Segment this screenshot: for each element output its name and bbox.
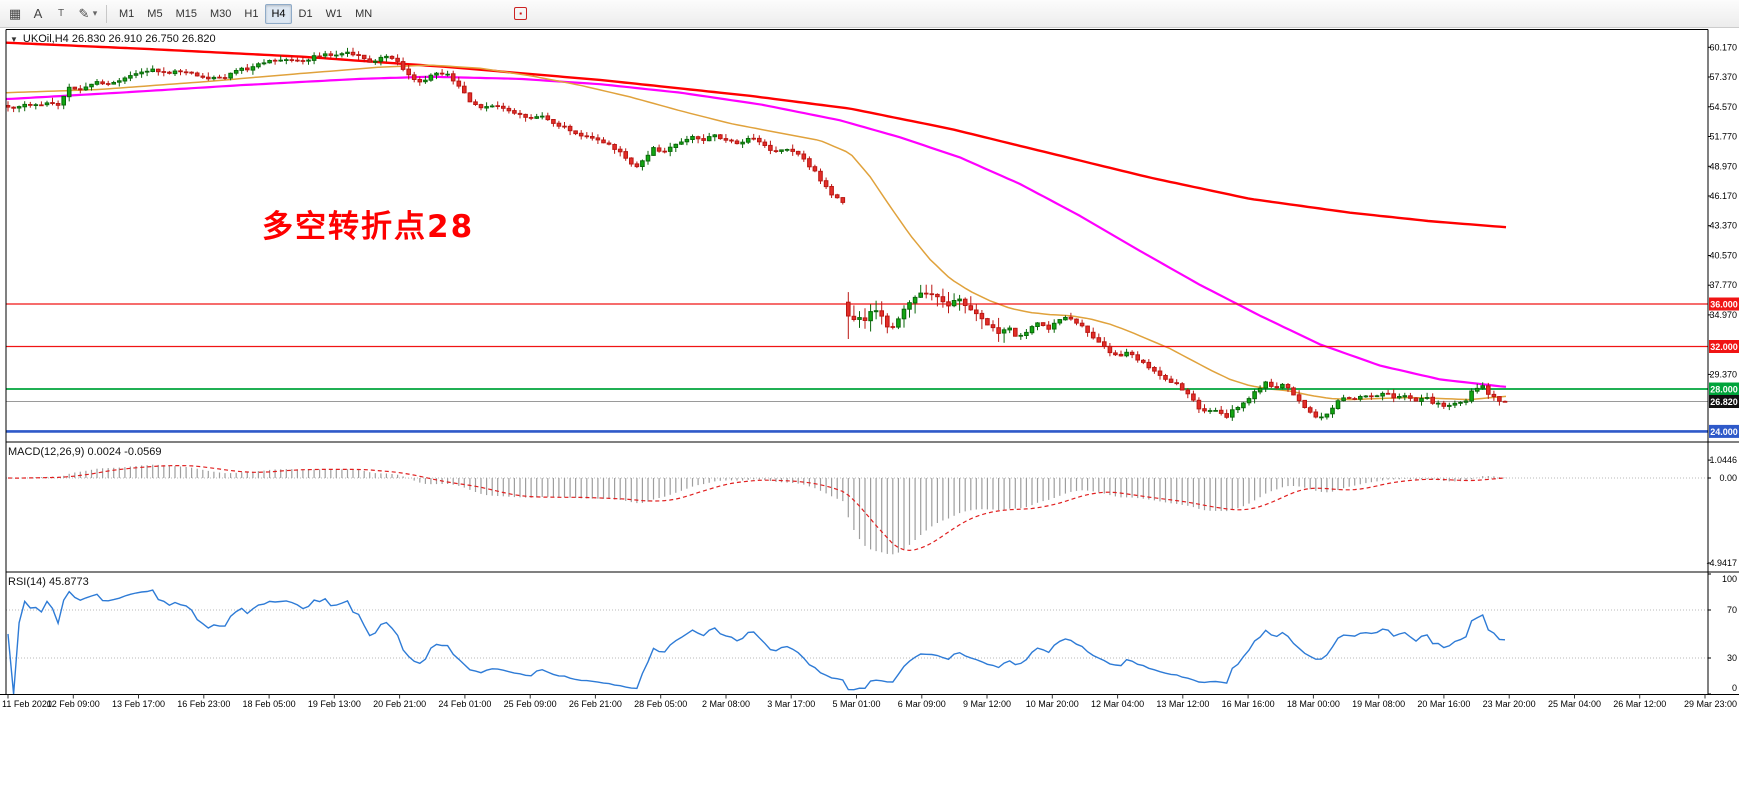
time-label: 2 Mar 08:00	[702, 699, 750, 709]
svg-text:40.570: 40.570	[1709, 250, 1737, 260]
time-label: 11 Feb 2020	[2, 699, 52, 709]
time-label: 12 Feb 09:00	[47, 699, 100, 709]
svg-text:51.770: 51.770	[1709, 132, 1737, 142]
time-label: 20 Mar 16:00	[1417, 699, 1470, 709]
time-label: 26 Mar 12:00	[1613, 699, 1666, 709]
svg-text:1.0446: 1.0446	[1709, 455, 1737, 465]
svg-text:43.370: 43.370	[1709, 221, 1737, 231]
time-label: 25 Feb 09:00	[504, 699, 557, 709]
svg-text:36.000: 36.000	[1710, 300, 1738, 310]
time-label: 13 Mar 12:00	[1156, 699, 1209, 709]
time-label: 16 Mar 16:00	[1222, 699, 1275, 709]
timeframe-button-d1[interactable]: D1	[298, 7, 313, 20]
svg-text:46.170: 46.170	[1709, 191, 1737, 201]
timeframe-button-h1[interactable]: H1	[244, 7, 259, 20]
svg-text:70: 70	[1727, 605, 1737, 615]
time-label: 10 Mar 20:00	[1026, 699, 1079, 709]
timeframe-button-w1[interactable]: W1	[325, 7, 343, 20]
time-label: 19 Mar 08:00	[1352, 699, 1405, 709]
time-label: 25 Mar 04:00	[1548, 699, 1601, 709]
svg-text:100: 100	[1722, 574, 1737, 584]
timeframe-button-mn[interactable]: MN	[355, 7, 373, 20]
toolbar: ▦ A T ✎ ▾ M1 M5 M15 M30 H1 H4 D1 W1 MN ▪	[0, 0, 1739, 28]
svg-text:60.170: 60.170	[1709, 42, 1737, 52]
time-label: 28 Feb 05:00	[634, 699, 687, 709]
timeframe-button-m5[interactable]: M5	[147, 7, 163, 20]
rsi-line	[7, 589, 1506, 695]
ma-fast-line	[5, 64, 1507, 401]
timeframe-button-m1[interactable]: M1	[119, 7, 135, 20]
price-label-36.000	[1709, 297, 1739, 311]
svg-text:32.000: 32.000	[1710, 342, 1738, 352]
ma-slow-line	[5, 41, 1507, 229]
time-label: 12 Mar 04:00	[1091, 699, 1144, 709]
time-label: 16 Feb 23:00	[177, 699, 230, 709]
axes-layer[interactable]: 60.170 57.370 54.570 51.770 48.970 46.170 43.3…	[0, 29, 1739, 710]
ma-lines-layer	[5, 41, 1507, 401]
price-label-32.000	[1709, 340, 1739, 353]
draw-tools-icon[interactable]: ✎	[78, 5, 90, 21]
time-label: 18 Mar 00:00	[1287, 699, 1340, 709]
chart-annotation-text[interactable]: 多空转折点28	[262, 209, 475, 245]
svg-text:37.770: 37.770	[1709, 280, 1737, 290]
rsi-header: RSI(14) 45.8773	[8, 576, 89, 588]
svg-text:26.820: 26.820	[1710, 397, 1738, 407]
time-label: 9 Mar 12:00	[963, 699, 1011, 709]
macd-layer	[6, 464, 1708, 555]
tick-grid-icon[interactable]: ▦	[8, 5, 22, 21]
price-label-26.820	[1709, 395, 1739, 408]
symbol-ohlc-text: UKOil,H4 26.830 26.910 26.750 26.820	[22, 33, 216, 45]
svg-text:48.970: 48.970	[1709, 161, 1737, 171]
candles-layer	[5, 47, 1508, 421]
svg-text:-4.9417: -4.9417	[1706, 558, 1737, 568]
svg-text:54.570: 54.570	[1709, 102, 1737, 112]
ma-mid-line	[5, 75, 1507, 388]
time-label: 18 Feb 05:00	[243, 699, 296, 709]
time-label: 5 Mar 01:00	[832, 699, 880, 709]
symbol-info: ▼ UKOil,H4 26.830 26.910 26.750 26.820	[10, 33, 216, 45]
time-label: 19 Feb 13:00	[308, 699, 361, 709]
price-label-28.000	[1709, 382, 1739, 396]
time-label: 6 Mar 09:00	[898, 699, 946, 709]
svg-text:0: 0	[1732, 683, 1737, 693]
tools-dropdown-icon[interactable]: ▾	[92, 8, 98, 18]
svg-text:28.000: 28.000	[1710, 384, 1738, 394]
svg-text:30: 30	[1727, 653, 1737, 663]
collapse-arrow-icon[interactable]: ▼	[10, 34, 18, 44]
price-label-24.000	[1709, 424, 1739, 438]
toolbar-separator	[106, 4, 107, 23]
time-label: 26 Feb 21:00	[569, 699, 622, 709]
rsi-layer	[6, 589, 1708, 695]
time-label: 29 Mar 23:00	[1684, 699, 1737, 709]
time-label: 23 Mar 20:00	[1483, 699, 1536, 709]
svg-text:57.370: 57.370	[1709, 72, 1737, 82]
time-label: 20 Feb 21:00	[373, 699, 426, 709]
time-label: 24 Feb 01:00	[438, 699, 491, 709]
text-frame-icon[interactable]: T	[57, 8, 65, 19]
svg-text:0.00: 0.00	[1719, 473, 1737, 483]
svg-text:29.370: 29.370	[1709, 369, 1737, 379]
timeframe-button-h4[interactable]: H4	[265, 3, 292, 24]
time-label: 13 Feb 17:00	[112, 699, 165, 709]
macd-header: MACD(12,26,9) 0.0024 -0.0569	[8, 446, 162, 458]
timeframe-button-m30[interactable]: M30	[209, 7, 232, 20]
hlines-layer[interactable]	[6, 303, 1708, 433]
red-marker-icon[interactable]: ▪	[514, 7, 528, 20]
time-label: 3 Mar 17:00	[767, 699, 815, 709]
svg-text:24.000: 24.000	[1710, 427, 1738, 437]
timeframe-button-m15[interactable]: M15	[175, 7, 197, 20]
svg-text:34.970: 34.970	[1709, 310, 1737, 320]
text-label-icon[interactable]: A	[33, 6, 43, 21]
